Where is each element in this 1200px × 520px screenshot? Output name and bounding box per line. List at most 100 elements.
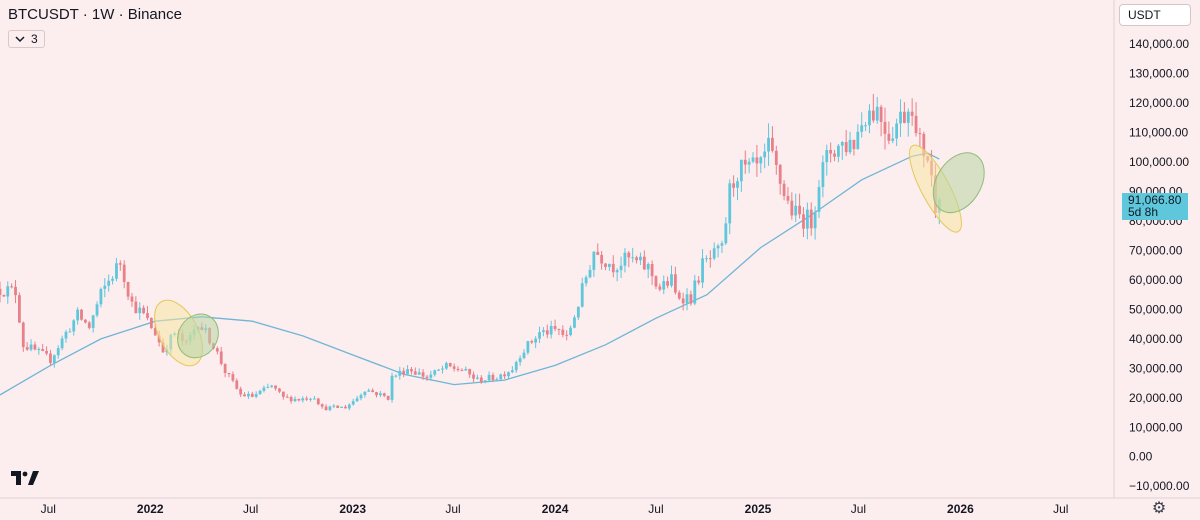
- candle-body: [328, 406, 332, 411]
- candle-body: [899, 111, 902, 124]
- candle-body: [600, 254, 604, 264]
- candle-body: [545, 330, 549, 335]
- candle-body: [122, 264, 126, 282]
- interval-label[interactable]: 1W: [91, 6, 115, 23]
- candle-body: [596, 251, 600, 255]
- candle-body: [95, 304, 99, 316]
- candle: [576, 306, 580, 321]
- candle: [297, 398, 301, 402]
- price-axis[interactable]: 150,000.00140,000.00130,000.00120,000.00…: [1129, 8, 1190, 493]
- candle: [771, 126, 774, 153]
- candle-body: [635, 257, 638, 261]
- candle: [561, 325, 565, 338]
- candle-body: [25, 347, 29, 350]
- candle: [262, 385, 266, 393]
- candle: [429, 370, 433, 381]
- candle: [712, 242, 716, 261]
- price-tick-label: 140,000.00: [1129, 37, 1189, 51]
- gear-icon[interactable]: ⚙: [1151, 500, 1167, 517]
- candle: [37, 347, 41, 355]
- candle-body: [670, 274, 673, 286]
- candle-body: [530, 341, 534, 343]
- candle: [491, 372, 495, 382]
- candle: [95, 301, 99, 318]
- candle-body: [852, 139, 856, 150]
- candle: [146, 306, 149, 321]
- candle: [355, 395, 359, 402]
- candle: [848, 131, 852, 155]
- candle-body: [433, 370, 437, 375]
- candle: [243, 392, 246, 397]
- candle: [487, 371, 491, 383]
- candle: [293, 396, 297, 403]
- candle-body: [755, 157, 759, 164]
- candle: [14, 280, 17, 304]
- time-tick-label: Jul: [1053, 502, 1068, 516]
- candle: [879, 104, 883, 137]
- candle: [600, 250, 604, 270]
- candle: [18, 292, 21, 323]
- candle: [425, 374, 429, 381]
- symbol-name[interactable]: BTCUSDT: [8, 6, 79, 23]
- candle: [623, 248, 627, 273]
- candle: [227, 372, 231, 378]
- indicators-toggle[interactable]: 3: [8, 30, 45, 48]
- candle: [367, 388, 371, 392]
- candle: [49, 349, 52, 366]
- price-tick-label: 120,000.00: [1129, 96, 1189, 110]
- candle: [906, 108, 910, 137]
- candle: [864, 122, 867, 132]
- candle-body: [627, 252, 631, 258]
- candle-body: [542, 330, 545, 333]
- candle-body: [76, 309, 80, 321]
- candle-body: [875, 106, 879, 121]
- candle-body: [611, 263, 615, 273]
- candle: [115, 257, 118, 282]
- candle-body: [444, 363, 448, 369]
- candle: [87, 320, 91, 330]
- price-tick-label: 100,000.00: [1129, 155, 1189, 169]
- tradingview-logo[interactable]: [11, 470, 39, 486]
- candle-body: [332, 405, 336, 407]
- candle-body: [507, 372, 510, 377]
- candle: [518, 355, 522, 366]
- candle: [351, 398, 355, 406]
- time-tick-label: 2025: [745, 502, 772, 516]
- candle-body: [18, 295, 21, 323]
- time-axis[interactable]: Jul 2022 Jul 2023 Jul 2024 Jul 2025 Jul 2026 Jul: [41, 502, 1069, 516]
- candle: [320, 403, 324, 409]
- candle-body: [394, 375, 398, 377]
- candle: [390, 372, 394, 403]
- candle: [716, 243, 720, 258]
- candle-body: [743, 159, 747, 165]
- candle: [553, 319, 557, 332]
- time-tick-label: 2023: [339, 502, 366, 516]
- candle-body: [902, 111, 906, 123]
- candle-body: [701, 258, 704, 283]
- candle-body: [495, 379, 499, 381]
- candle-body: [235, 380, 239, 389]
- candle-body: [305, 398, 309, 400]
- candle: [394, 374, 398, 378]
- currency-button[interactable]: USDT: [1119, 4, 1191, 26]
- candle: [549, 320, 553, 339]
- symbol-legend[interactable]: BTCUSDT · 1W · Binance: [8, 6, 182, 23]
- candle: [142, 305, 146, 315]
- candle-body: [161, 342, 165, 353]
- candle: [654, 275, 658, 290]
- candle: [371, 388, 375, 393]
- candle-body: [569, 327, 572, 336]
- candle: [592, 251, 596, 277]
- candle: [239, 386, 243, 397]
- candle-body: [891, 138, 895, 141]
- candle: [604, 263, 607, 271]
- candle: [666, 276, 670, 289]
- candle-body: [720, 243, 724, 246]
- candle: [642, 250, 646, 270]
- candle-body: [573, 317, 576, 328]
- candle: [825, 144, 829, 176]
- legend-separator: ·: [118, 6, 124, 23]
- candle-body: [576, 306, 580, 318]
- candle-body: [522, 352, 526, 359]
